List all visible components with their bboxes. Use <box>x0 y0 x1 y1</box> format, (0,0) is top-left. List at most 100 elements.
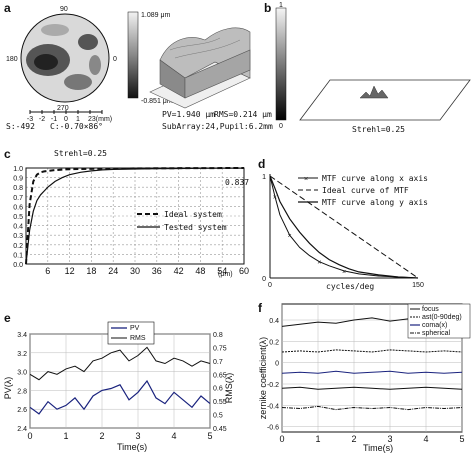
colorbar-a <box>127 11 139 99</box>
strehl-b: Strehl=0.25 <box>352 125 405 134</box>
y-tick-label-e-right: 0.7 <box>213 359 223 366</box>
pv-rms-plot: 0 1 2 3 4 5 2.4 2.6 2.8 3.0 3.2 3.4 0.45 0.5 0.55 0.6 0.… <box>17 332 226 441</box>
panel-label-c: c <box>4 147 11 161</box>
stat-pv: PV=1.940 μm <box>162 110 215 119</box>
map-scale: -3 -2 -1 0 1 2 3(mm) <box>27 110 112 123</box>
stat-subarray: SubArray:24,Pupil:6.2mm <box>162 122 273 131</box>
panel-label-e: e <box>4 311 11 325</box>
y-tick-label-d: 1 <box>262 174 266 181</box>
x-tick-label-c: 42 <box>174 266 184 276</box>
series-line-rms <box>29 346 211 381</box>
mtf-x-marker: × <box>342 269 346 276</box>
legend-f-coma: coma(x) <box>422 322 447 329</box>
y-tick-label-e-right: 0.65 <box>213 372 227 379</box>
y-tick-label-c: 0.8 <box>13 185 23 192</box>
map-label-top: 90 <box>60 6 68 13</box>
y-tick-label-e: 3.2 <box>17 351 27 358</box>
legend-d-x: MTF curve along x axis <box>322 174 428 183</box>
scale-tick-label: 3(mm) <box>92 116 112 123</box>
legend-d: × MTF curve along x axis Ideal curve of … <box>298 174 428 207</box>
zernike-plot: 0 1 2 3 4 5 -0.6 -0.4 -0.2 0 0.2 0.4 <box>267 303 465 444</box>
y-tick-label-e-right: 0.45 <box>213 426 227 433</box>
panel-label-f: f <box>258 301 263 315</box>
x-tick-label-e: 3 <box>135 431 140 441</box>
plot-frame-e <box>29 333 211 429</box>
y-tick-label-f: 0.2 <box>269 339 279 346</box>
series-line-ideal-system <box>25 167 245 265</box>
x-tick-label-f: 0 <box>279 434 284 444</box>
x-tick-label-c: 36 <box>152 266 162 276</box>
legend-f-focus: focus <box>422 306 439 313</box>
y-tick-label-f: -0.2 <box>267 382 279 389</box>
svg-text:×: × <box>304 176 308 183</box>
y-tick-label-c: 0.7 <box>13 195 23 202</box>
map-label-bottom: 270 <box>57 105 69 112</box>
legend-c: Ideal system Tested system <box>137 210 227 232</box>
x-tick-label-e: 5 <box>207 431 212 441</box>
y-tick-label-e-right: 0.5 <box>213 413 223 420</box>
x-tick-label-f: 2 <box>351 434 356 444</box>
series-line-unlabeled <box>281 386 463 390</box>
y-tick-label-c: 0.0 <box>13 262 23 269</box>
x-label-e: Time(s) <box>117 442 147 452</box>
y-tick-label-e-right: 0.6 <box>213 386 223 393</box>
legend-d-y: MTF curve along y axis <box>322 198 428 207</box>
y-label-f: zernike coefficient(λ) <box>258 337 268 419</box>
panel-label-d: d <box>258 157 265 171</box>
colorbar-b <box>275 7 287 121</box>
x-tick-label-e: 0 <box>27 431 32 441</box>
x-tick-label-d: 150 <box>412 282 424 289</box>
legend-e-rms: RMS <box>130 335 146 342</box>
x-tick-label-c: 18 <box>86 266 96 276</box>
colorbar-a-max: 1.089 μm <box>141 12 170 19</box>
mtf-x-marker: × <box>288 233 292 240</box>
x-tick-label-c: 12 <box>65 266 75 276</box>
map-label-right: 0 <box>113 56 117 63</box>
series-line-ast <box>281 349 463 353</box>
y-tick-label-e: 2.8 <box>17 388 27 395</box>
series-line-coma <box>281 370 463 374</box>
legend-d-ideal: Ideal curve of MTF <box>322 186 409 195</box>
strehl-c: Strehl=0.25 <box>54 149 107 158</box>
series-line-mtf-y <box>269 175 419 279</box>
y-tick-label-c: 0.5 <box>13 214 23 221</box>
y-tick-label-e: 2.4 <box>17 426 27 433</box>
legend-e-pv: PV <box>130 325 140 332</box>
encircled-energy-plot: 6 12 18 24 30 36 42 48 54 60 0.0 0.1 0.2 0.3 0.4 0.5 0.6… <box>13 166 249 276</box>
y-tick-label-c: 1.0 <box>13 166 23 173</box>
scale-tick-label: 1 <box>76 116 80 123</box>
x-tick-label-e: 2 <box>99 431 104 441</box>
y-label-e: PV(λ) <box>3 377 13 400</box>
legend-e: PV RMS <box>107 321 155 345</box>
x-tick-label-c: 60 <box>239 266 249 276</box>
mtf-plot: 0 1 0 150 × × × × <box>262 174 424 289</box>
x-tick-label-f: 5 <box>459 434 464 444</box>
mtf-x-marker: × <box>273 194 277 201</box>
x-tick-label-c: 24 <box>108 266 118 276</box>
y-tick-label-c: 0.9 <box>13 176 23 183</box>
wavefront-map <box>20 13 110 103</box>
stat-c: C:-0.70×86° <box>50 122 103 131</box>
y-tick-label-e: 3.0 <box>17 370 27 377</box>
x-tick-label-c: 6 <box>45 266 50 276</box>
x-label-d: cycles/deg <box>326 282 374 291</box>
x-tick-label-f: 4 <box>423 434 428 444</box>
wavefront-3d-surface <box>149 27 251 109</box>
x-tick-label-c: 54 <box>217 266 227 276</box>
plot-frame-c <box>25 167 245 265</box>
y-tick-label-d: 0 <box>262 276 266 283</box>
series-line-spherical <box>281 405 463 411</box>
y-tick-label-f: 0.4 <box>269 318 279 325</box>
y-tick-label-f: -0.4 <box>267 403 279 410</box>
scale-tick-label: -1 <box>51 116 57 123</box>
x-label-f: Time(s) <box>363 443 393 453</box>
psf-3d-surface <box>299 79 471 121</box>
x-label-c: (μm) <box>218 271 233 278</box>
y-tick-label-c: 0.2 <box>13 243 23 250</box>
y-tick-label-f: 0 <box>275 361 279 368</box>
x-tick-label-d: 0 <box>268 282 272 289</box>
scale-tick-label: 2 <box>88 116 92 123</box>
legend-c-tested: Tested system <box>164 223 227 232</box>
y-label-e-right: RMS(λ) <box>224 373 234 404</box>
x-tick-label-f: 3 <box>387 434 392 444</box>
